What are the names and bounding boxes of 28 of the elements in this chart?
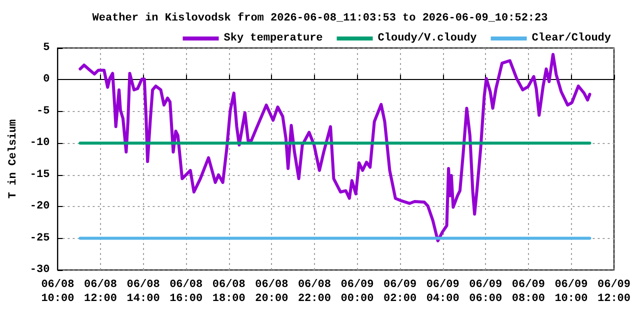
x-tick-label: 06/08 16:00 [170,279,203,305]
x-tick-label: 06/08 22:00 [298,279,332,305]
y-tick-label: -10 [30,137,50,150]
legend-label: Sky temperature [224,32,324,44]
x-tick-label: 06/08 12:00 [84,279,118,305]
chart-title: Weather in Kislovodsk from 2026-06-08_11:03:53 to 2026-06-09_10:52:23 [92,12,548,24]
x-tick-label: 06/08 20:00 [255,279,289,305]
x-tick-label: 06/08 18:00 [212,279,246,305]
x-tick-label: 06/09 04:00 [426,279,460,305]
x-tick-label: 06/09 12:00 [597,279,631,305]
x-tick-label: 06/09 10:00 [554,279,588,305]
x-tick-label: 06/09 08:00 [512,279,545,305]
line-series [78,52,592,242]
x-tick-label: 06/08 10:00 [41,279,75,305]
y-tick-label: -20 [30,200,50,213]
x-tick-label: 06/09 06:00 [469,279,502,305]
y-tick-label: 0 [43,74,50,86]
legend-label: Clear/Cloudy [532,32,612,44]
x-tick-label: 06/08 14:00 [126,279,160,305]
y-tick-label: -15 [30,168,50,181]
y-tick-label: 5 [43,42,50,54]
y-axis-title: T in Celsium [8,119,20,199]
y-tick-label: -5 [36,105,50,118]
y-tick-label: -30 [30,264,50,276]
legend-label: Cloudy/V.cloudy [378,32,478,44]
y-tick-label: -25 [30,232,50,244]
x-tick-label: 06/09 02:00 [384,279,417,305]
x-tick-label: 06/09 00:00 [340,279,374,305]
